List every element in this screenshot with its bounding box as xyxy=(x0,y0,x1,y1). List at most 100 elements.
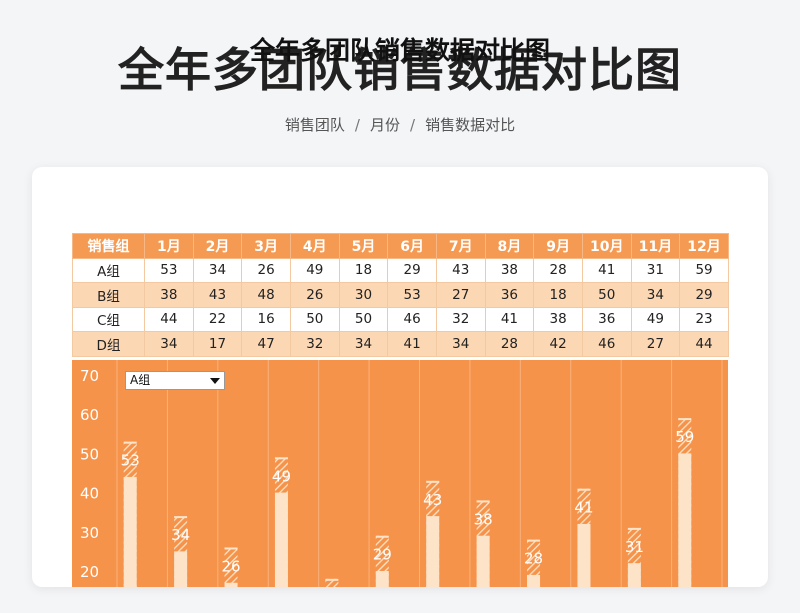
table-header-cell: 8月 xyxy=(484,233,535,259)
table-header-cell: 9月 xyxy=(533,233,583,259)
table-cell: 43 xyxy=(192,282,243,308)
table-header-cell: 6月 xyxy=(387,233,437,259)
bar xyxy=(426,516,440,587)
table-cell: 48 xyxy=(241,282,291,308)
breadcrumb: 销售团队 / 月份 / 销售数据对比 xyxy=(0,114,800,135)
table-cell: 49 xyxy=(289,257,340,283)
breadcrumb-item[interactable]: 销售团队 xyxy=(284,116,345,134)
bar-cap xyxy=(678,418,692,421)
bar-cap xyxy=(476,500,490,503)
table-header-cell: 12月 xyxy=(679,233,729,259)
table-cell: 38 xyxy=(533,306,583,332)
bar-cap xyxy=(174,516,188,519)
table-cell: 18 xyxy=(533,282,583,308)
table-cell: 29 xyxy=(679,282,729,308)
table-cell-group: A组 xyxy=(72,257,145,283)
table-cell: 34 xyxy=(144,331,194,357)
table-cell: 30 xyxy=(338,282,389,308)
table-cell: 46 xyxy=(581,331,632,357)
bar-data-label: 26 xyxy=(221,557,240,575)
sales-table: 销售组 1月 2月 3月 4月 5月 6月 7月 8月 9月 10月 11月 1… xyxy=(72,233,729,357)
table-cell: 38 xyxy=(144,282,194,308)
bar xyxy=(577,523,591,587)
table-cell: 34 xyxy=(192,257,243,283)
table-cell: 44 xyxy=(679,331,729,357)
table-cell: 53 xyxy=(387,282,437,308)
table-cell: 38 xyxy=(484,257,535,283)
bar-chart: 203040506070533426491829433828413159 A组 xyxy=(72,360,728,587)
table-row: C组 44 22 16 50 50 46 32 41 38 36 49 23 xyxy=(72,306,729,332)
table-cell-group: D组 xyxy=(72,331,145,357)
bar-data-label: 34 xyxy=(171,526,190,544)
table-header-row: 销售组 1月 2月 3月 4月 5月 6月 7月 8月 9月 10月 11月 1… xyxy=(72,233,729,259)
table-header-cell: 10月 xyxy=(581,233,632,259)
bar-cap xyxy=(224,547,238,550)
table-cell: 31 xyxy=(630,257,681,283)
y-tick-label: 20 xyxy=(80,563,99,581)
bar xyxy=(527,574,541,587)
table-header-cell: 2月 xyxy=(192,233,243,259)
bar-data-label: 29 xyxy=(373,546,392,564)
table-cell: 41 xyxy=(387,331,437,357)
table-cell: 41 xyxy=(484,306,535,332)
bar xyxy=(476,535,490,587)
bar xyxy=(627,563,641,587)
bar xyxy=(174,551,188,587)
table-cell: 16 xyxy=(241,306,291,332)
table-cell: 26 xyxy=(241,257,291,283)
breadcrumb-separator: / xyxy=(410,116,416,134)
table-cell: 36 xyxy=(581,306,632,332)
bar-hatch xyxy=(224,547,238,587)
table-cell: 28 xyxy=(533,257,583,283)
bar xyxy=(123,476,137,587)
bar-chart-svg: 203040506070533426491829433828413159 xyxy=(80,360,723,587)
table-cell: 50 xyxy=(338,306,389,332)
table-cell: 34 xyxy=(630,282,681,308)
table-header-cell: 1月 xyxy=(144,233,194,259)
bar-data-label: 53 xyxy=(121,452,140,470)
bar-cap xyxy=(426,480,440,483)
table-header-cell: 11月 xyxy=(630,233,681,259)
breadcrumb-item[interactable]: 销售数据对比 xyxy=(425,116,516,134)
sheet-title: 全年多团队销售数据对比图 xyxy=(249,36,550,65)
y-tick-label: 50 xyxy=(80,445,99,463)
bar-data-label: 28 xyxy=(524,550,543,568)
bar xyxy=(375,571,389,587)
table-cell: 42 xyxy=(533,331,583,357)
bar xyxy=(224,582,238,587)
bar-cap xyxy=(325,578,339,581)
table-cell: 28 xyxy=(484,331,535,357)
table-cell: 27 xyxy=(630,331,681,357)
table-cell: 32 xyxy=(435,306,486,332)
chevron-down-icon[interactable] xyxy=(210,378,220,384)
breadcrumb-separator: / xyxy=(354,116,360,134)
bar-cap xyxy=(274,457,288,460)
table-header-cell: 5月 xyxy=(338,233,389,259)
table-cell: 34 xyxy=(435,331,486,357)
y-tick-label: 60 xyxy=(80,406,99,424)
group-select-dropdown[interactable]: A组 xyxy=(125,371,225,390)
table-cell-group: B组 xyxy=(72,282,145,308)
table-cell: 50 xyxy=(289,306,340,332)
table-cell: 47 xyxy=(241,331,291,357)
bar xyxy=(678,453,692,587)
bar-cap xyxy=(123,441,137,444)
bar-data-label: 31 xyxy=(625,538,644,556)
table-cell: 23 xyxy=(679,306,729,332)
table-cell: 53 xyxy=(144,257,194,283)
bar-data-label: 38 xyxy=(474,510,493,528)
table-cell: 17 xyxy=(192,331,243,357)
table-cell: 27 xyxy=(435,282,486,308)
table-cell: 43 xyxy=(435,257,486,283)
breadcrumb-item[interactable]: 月份 xyxy=(369,116,400,134)
group-select-value: A组 xyxy=(130,373,151,387)
bar-cap xyxy=(375,535,389,538)
table-cell: 36 xyxy=(484,282,535,308)
bar-data-label: 59 xyxy=(675,428,694,446)
table-header-cell: 7月 xyxy=(435,233,486,259)
table-cell: 59 xyxy=(679,257,729,283)
table-cell: 46 xyxy=(387,306,437,332)
bar-data-label: 49 xyxy=(272,467,291,485)
bar-cap xyxy=(527,539,541,542)
table-row: B组 38 43 48 26 30 53 27 36 18 50 34 29 xyxy=(72,282,729,308)
